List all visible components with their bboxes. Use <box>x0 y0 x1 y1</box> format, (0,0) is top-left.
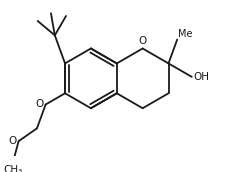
Text: O: O <box>138 36 146 46</box>
Text: O: O <box>8 136 17 146</box>
Text: O: O <box>35 99 43 109</box>
Text: OH: OH <box>193 72 209 82</box>
Text: Me: Me <box>177 29 192 39</box>
Text: CH₃: CH₃ <box>3 165 22 172</box>
